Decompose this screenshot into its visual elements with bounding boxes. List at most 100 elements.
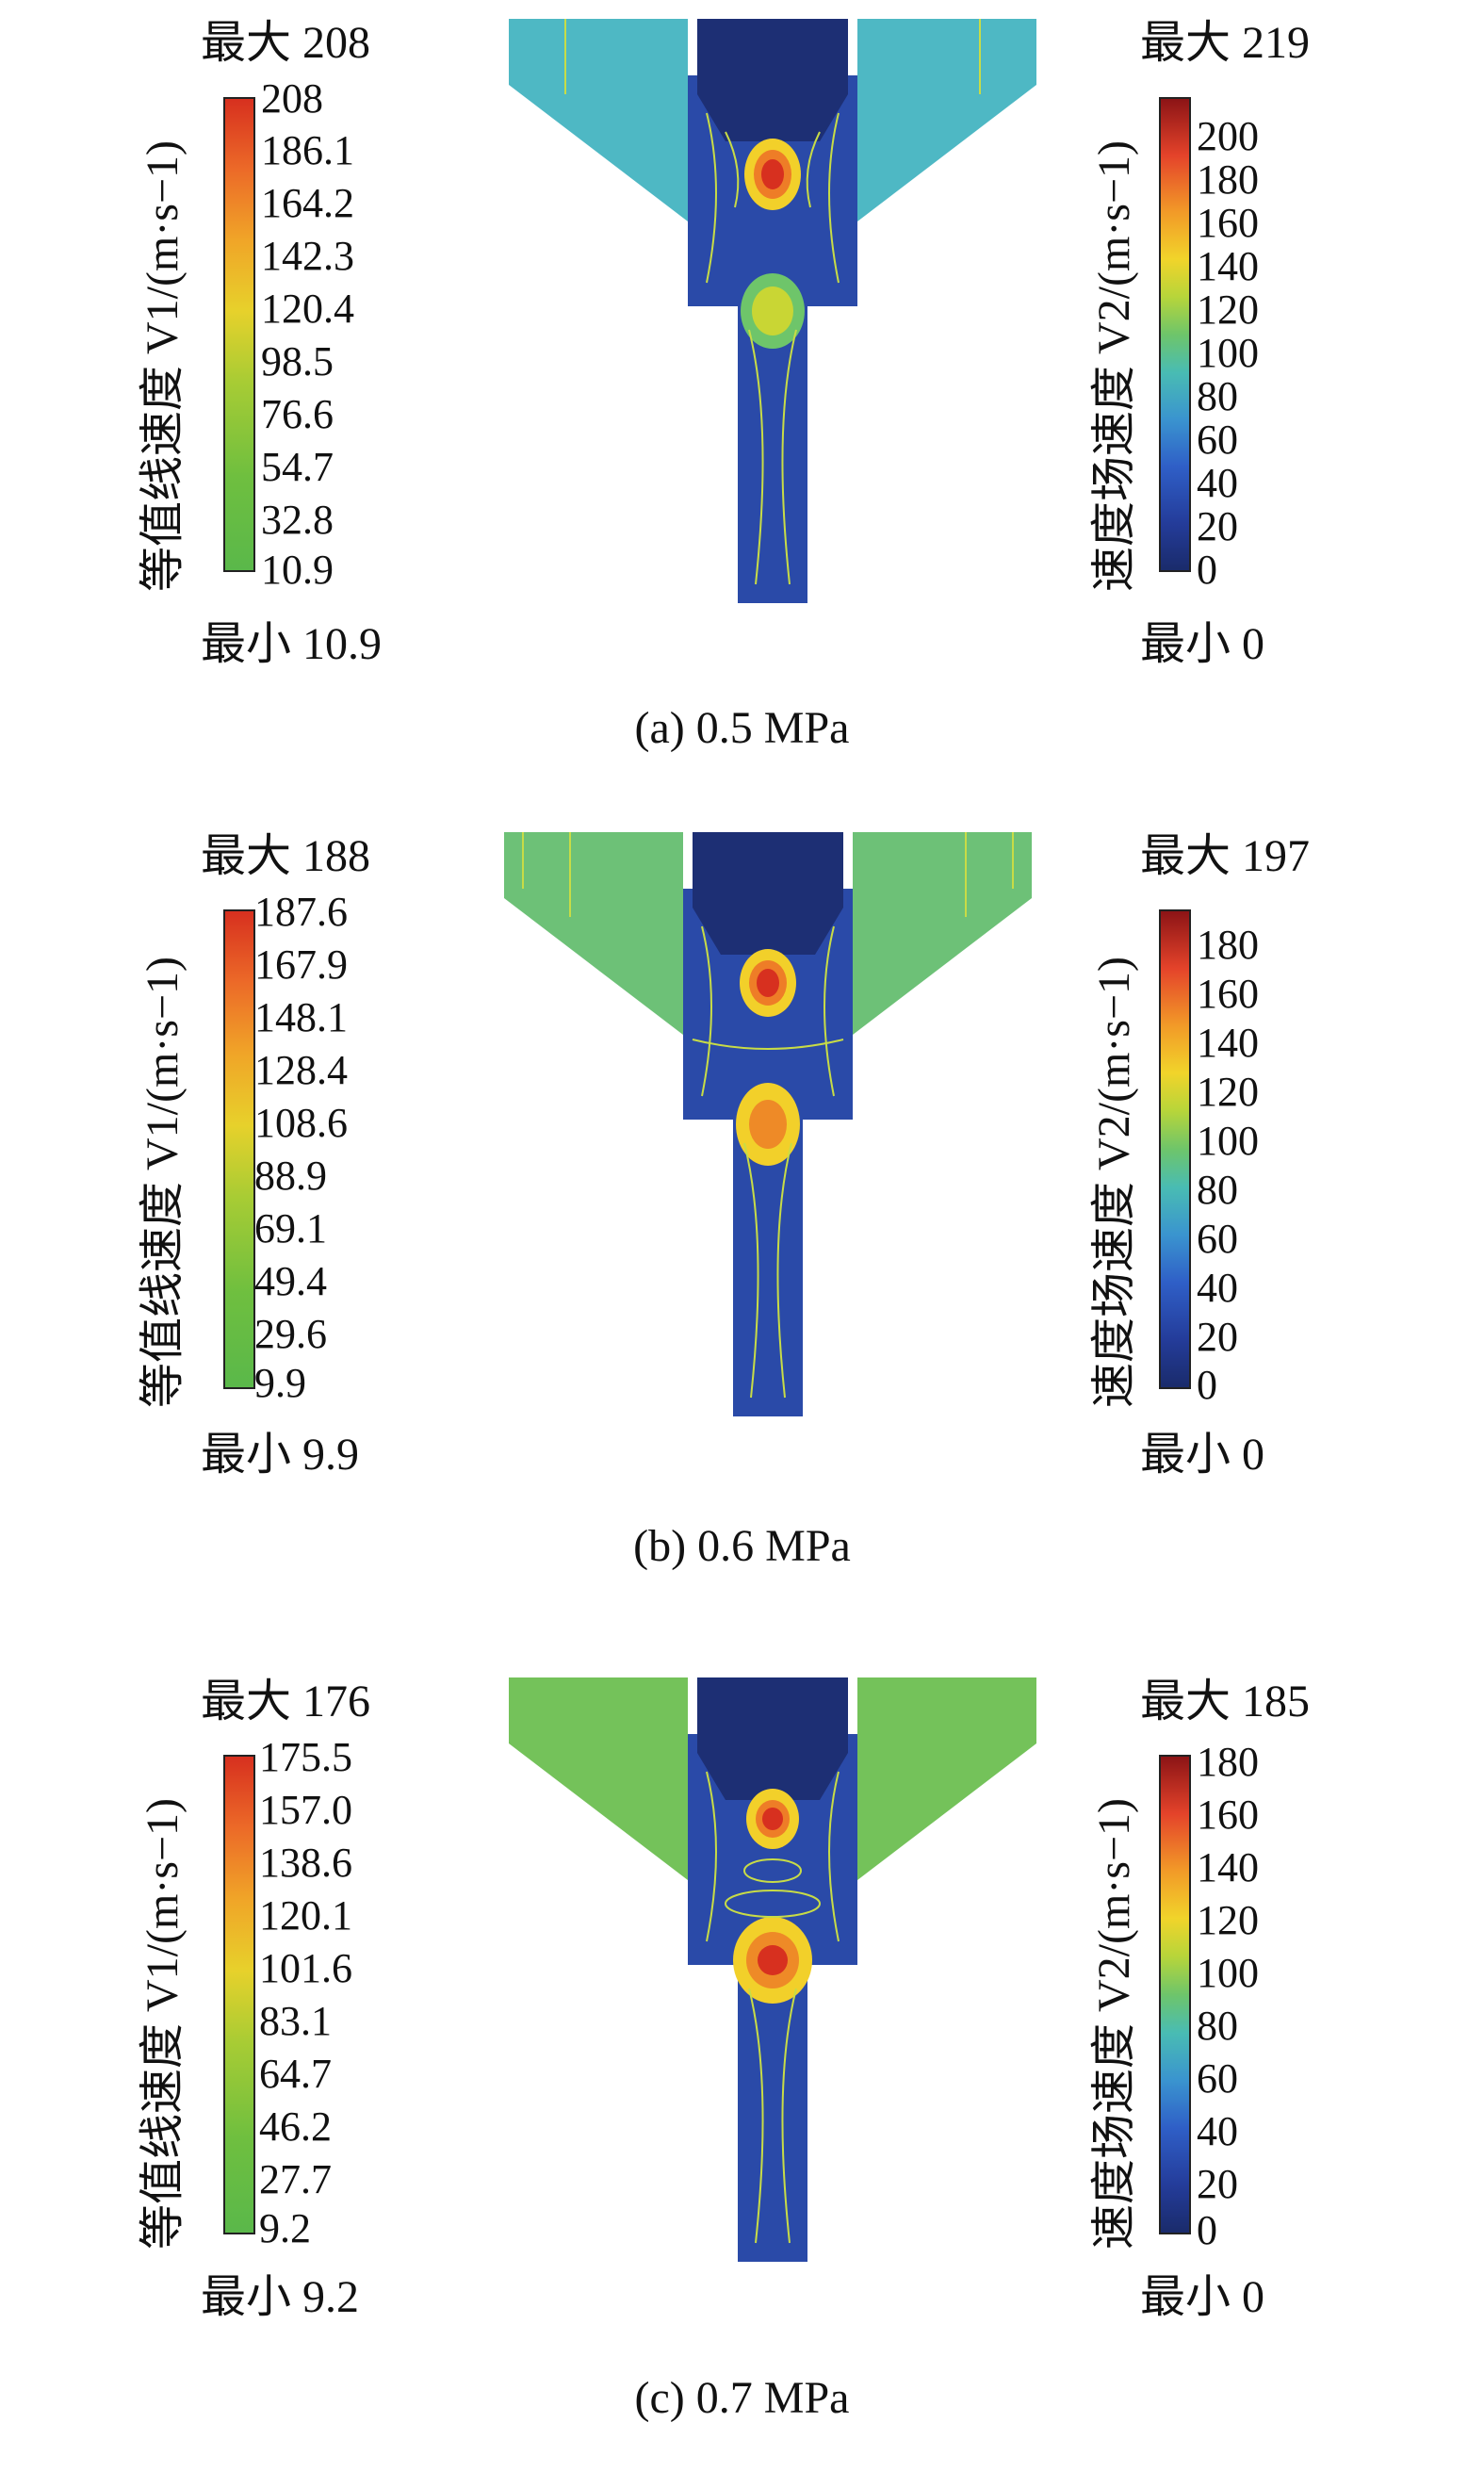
right-tick: 140 [1197,1844,1259,1890]
right-tick: 100 [1197,330,1259,376]
left-legend-max-label: 最大 208 [201,18,371,68]
left-wing [504,832,683,1035]
left-legend-min-label: 最小 10.9 [201,619,383,669]
left-colorbar [223,97,255,572]
left-tick: 157.0 [259,1787,352,1833]
right-wing [857,19,1036,221]
left-legend-min-label: 最小 9.2 [201,2272,360,2322]
right-tick: 120 [1197,286,1259,333]
right-legend-max-label: 最大 197 [1140,831,1311,881]
right-tick: 160 [1197,971,1259,1017]
left-tick: 187.6 [254,889,348,935]
right-colorbar [1159,1755,1191,2234]
right-legend-min-label: 最小 0 [1140,619,1265,669]
right-tick: 40 [1197,2108,1238,2154]
right-tick: 60 [1197,417,1238,463]
left-tick: 69.1 [254,1205,327,1252]
right-tick: 20 [1197,503,1238,549]
top-inlet [693,832,843,908]
left-tick: 49.4 [254,1258,327,1304]
left-tick: 120.4 [261,286,354,332]
left-tick: 46.2 [259,2103,332,2150]
left-legend-title: 等值线速度 V1/(m·s−1) [138,139,188,592]
left-legend-title: 等值线速度 V1/(m·s−1) [138,956,188,1408]
left-tick: 83.1 [259,1998,332,2044]
right-tick: 100 [1197,1950,1259,1996]
panel-caption: (c) 0.7 MPa [634,2373,850,2423]
left-tick: 64.7 [259,2051,332,2097]
left-tick: 142.3 [261,233,354,279]
right-tick: 100 [1197,1118,1259,1164]
right-tick: 140 [1197,1020,1259,1066]
left-tick: 98.5 [261,338,334,385]
velocity-field-plot [509,1677,1036,2262]
right-tick: 0 [1197,2207,1217,2253]
left-tick: 120.1 [259,1892,352,1939]
right-wing [857,1677,1036,1880]
right-tick: 140 [1197,243,1259,289]
right-wing [853,832,1032,1035]
right-tick: 80 [1197,2003,1238,2049]
right-tick: 180 [1197,1739,1259,1785]
right-tick: 80 [1197,1167,1238,1213]
left-tick: 54.7 [261,444,334,490]
right-tick: 60 [1197,1216,1238,1262]
panel-caption: (a) 0.5 MPa [634,703,850,753]
right-tick: 120 [1197,1897,1259,1943]
outlet-pipe [738,1965,807,2262]
right-legend-title: 速度场速度 V2/(m·s−1) [1089,956,1139,1408]
right-tick: 60 [1197,2055,1238,2102]
panel-c: 最大 176 175.5 157.0 138.6 120.1 101.6 83.… [0,1661,1484,2471]
panel-b: 最大 188 187.6 167.9 148.1 128.4 108.6 88.… [0,818,1484,1628]
right-tick: 40 [1197,1265,1238,1311]
right-tick: 20 [1197,1314,1238,1360]
top-inlet [697,1677,848,1753]
velocity-field-plot [504,832,1032,1416]
left-wing [509,1677,688,1880]
left-tick: 9.2 [259,2205,311,2251]
right-tick: 80 [1197,373,1238,419]
left-legend-title: 等值线速度 V1/(m·s−1) [138,1797,188,2250]
left-colorbar [223,909,255,1389]
left-tick: 138.6 [259,1840,352,1886]
left-tick: 9.9 [254,1360,306,1406]
left-tick: 88.9 [254,1153,327,1199]
velocity-field-plot [509,19,1036,603]
left-tick: 29.6 [254,1311,327,1357]
left-tick: 108.6 [254,1100,348,1146]
left-tick: 175.5 [259,1734,352,1780]
panel-caption: (b) 0.6 MPa [633,1521,851,1571]
left-legend-min-label: 最小 9.9 [201,1430,360,1480]
right-legend-min-label: 最小 0 [1140,2272,1265,2322]
left-tick: 186.1 [261,127,354,173]
right-legend-title: 速度场速度 V2/(m·s−1) [1089,1797,1139,2250]
panel-a: 最大 208 208 186.1 164.2 142.3 120.4 98.5 … [0,0,1484,810]
outlet-pipe [733,1120,803,1416]
right-tick: 20 [1197,2161,1238,2207]
right-tick: 200 [1197,113,1259,159]
right-tick: 180 [1197,922,1259,968]
right-colorbar [1159,909,1191,1389]
right-legend-max-label: 最大 219 [1140,18,1311,68]
left-colorbar [223,1755,255,2234]
left-legend-max-label: 最大 176 [201,1677,371,1726]
right-tick: 0 [1197,1362,1217,1408]
right-tick: 160 [1197,1792,1259,1838]
left-tick: 148.1 [254,994,348,1040]
left-tick: 164.2 [261,180,354,226]
left-tick: 10.9 [261,547,334,593]
left-tick: 76.6 [261,391,334,437]
right-tick: 180 [1197,156,1259,203]
left-tick: 32.8 [261,497,334,543]
left-tick: 27.7 [259,2156,332,2202]
left-tick: 167.9 [254,941,348,988]
left-legend-max-label: 最大 188 [201,831,371,881]
left-tick: 128.4 [254,1047,348,1093]
right-legend-max-label: 最大 185 [1140,1677,1311,1726]
left-tick: 208 [261,75,323,122]
left-tick: 101.6 [259,1945,352,1991]
right-legend-min-label: 最小 0 [1140,1430,1265,1480]
right-colorbar [1159,97,1191,572]
left-wing [509,19,688,221]
top-inlet [697,19,848,94]
